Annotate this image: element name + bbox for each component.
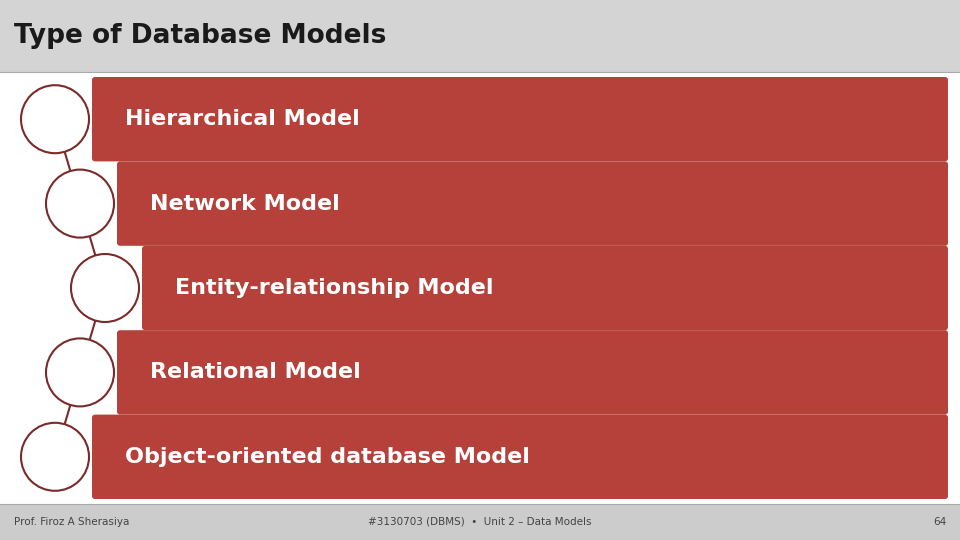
FancyBboxPatch shape <box>117 330 948 415</box>
Text: Type of Database Models: Type of Database Models <box>14 23 386 49</box>
FancyBboxPatch shape <box>117 161 948 246</box>
Text: #3130703 (DBMS)  •  Unit 2 – Data Models: #3130703 (DBMS) • Unit 2 – Data Models <box>369 517 591 527</box>
Circle shape <box>46 170 114 238</box>
Text: Object-oriented database Model: Object-oriented database Model <box>125 447 530 467</box>
Text: 64: 64 <box>933 517 946 527</box>
Circle shape <box>46 339 114 407</box>
Text: Network Model: Network Model <box>150 194 340 214</box>
FancyBboxPatch shape <box>0 504 960 540</box>
Circle shape <box>21 423 89 491</box>
FancyBboxPatch shape <box>92 415 948 499</box>
Text: Entity-relationship Model: Entity-relationship Model <box>175 278 493 298</box>
FancyBboxPatch shape <box>142 246 948 330</box>
FancyBboxPatch shape <box>0 0 960 72</box>
Circle shape <box>71 254 139 322</box>
Text: Relational Model: Relational Model <box>150 362 361 382</box>
Circle shape <box>21 85 89 153</box>
Text: Hierarchical Model: Hierarchical Model <box>125 109 360 129</box>
FancyBboxPatch shape <box>92 77 948 161</box>
Text: Prof. Firoz A Sherasiya: Prof. Firoz A Sherasiya <box>14 517 130 527</box>
